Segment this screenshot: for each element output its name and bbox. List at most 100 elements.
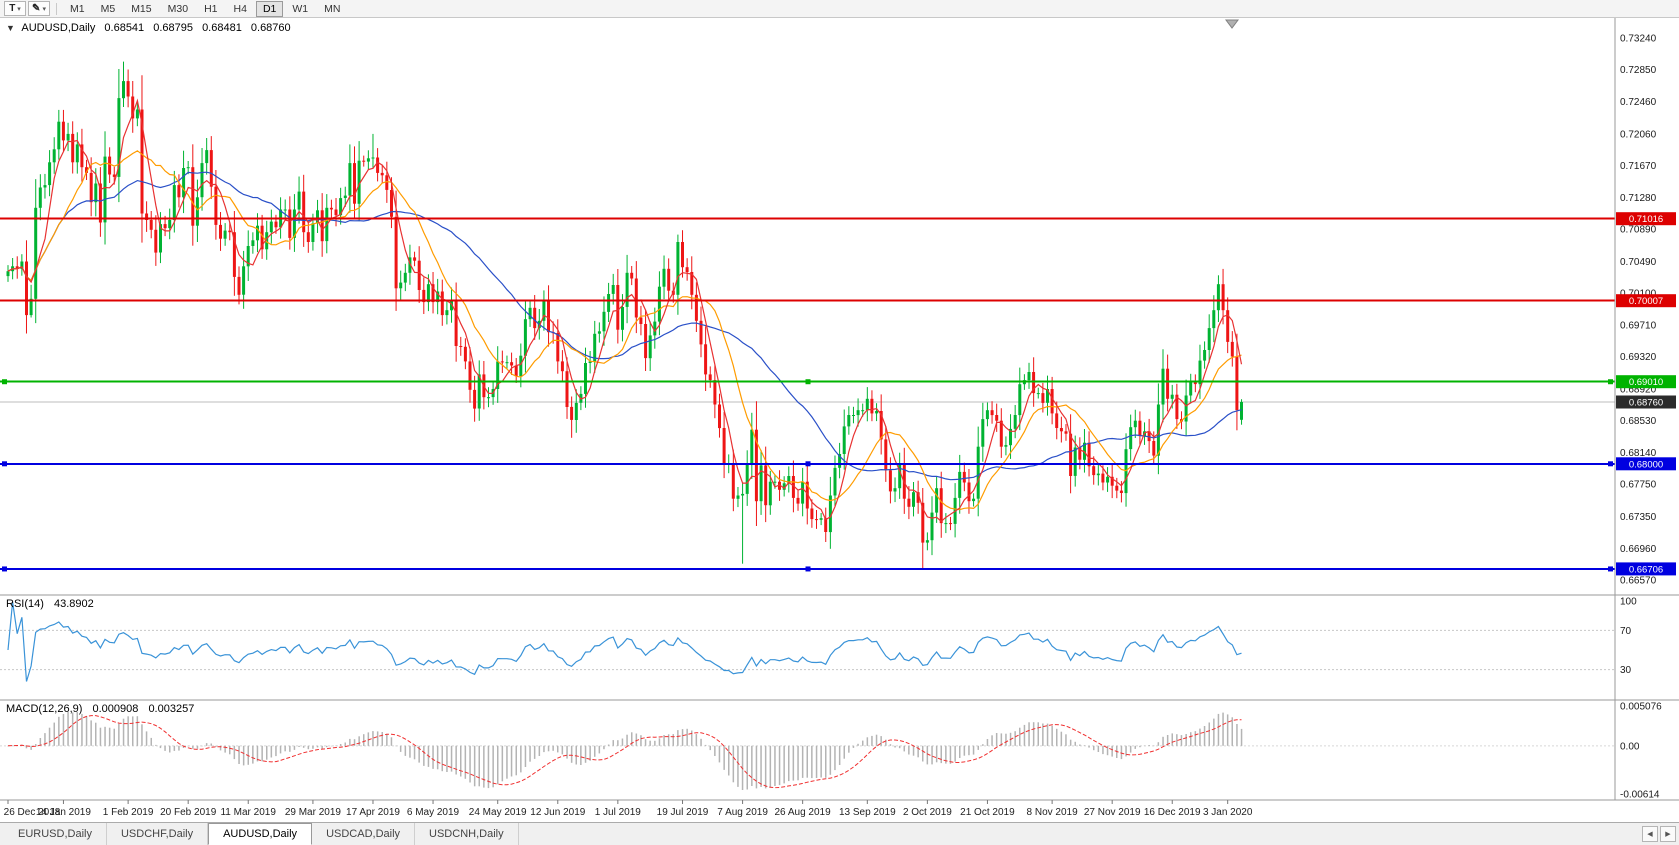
svg-text:19 Jul 2019: 19 Jul 2019 — [657, 807, 709, 818]
rsi-line — [7, 601, 1242, 682]
timeframe-button-h4[interactable]: H4 — [233, 2, 247, 15]
macd-title: MACD(12,26,9) — [6, 703, 83, 715]
rsi-title: RSI(14) — [6, 598, 44, 610]
svg-text:0.68760: 0.68760 — [1629, 398, 1663, 409]
svg-text:11 Mar 2019: 11 Mar 2019 — [220, 807, 276, 818]
svg-text:26 Dec 2018: 26 Dec 2018 — [4, 807, 61, 818]
price-badge: 0.68760 — [1616, 395, 1676, 409]
svg-text:1 Jul 2019: 1 Jul 2019 — [595, 807, 642, 818]
svg-text:7 Aug 2019: 7 Aug 2019 — [717, 807, 768, 818]
ma-line-34 — [7, 171, 1242, 481]
svg-text:16 Dec 2019: 16 Dec 2019 — [1144, 807, 1201, 818]
tab-scroll-left-button[interactable]: ◀ — [1642, 826, 1658, 842]
timeframe-button-m5[interactable]: M5 — [100, 2, 116, 15]
timeframe-button-h1[interactable]: H1 — [204, 2, 218, 15]
macd-histogram — [7, 711, 1243, 790]
chart-canvas[interactable]: 0.73240 0.72850 0.72460 0.72060 0.71670 0.712… — [0, 18, 1679, 822]
price-badge: 0.70007 — [1616, 294, 1676, 308]
svg-text:26 Aug 2019: 26 Aug 2019 — [775, 807, 832, 818]
collapse-chart-icon[interactable]: ▼ — [6, 23, 15, 33]
svg-text:0.71280: 0.71280 — [1620, 193, 1657, 204]
ohlc-close: 0.68760 — [250, 22, 291, 34]
timeframe-button-mn[interactable]: MN — [324, 2, 341, 15]
price-axis-labels[interactable]: 0.73240 0.72850 0.72460 0.72060 0.71670 0.712… — [1620, 34, 1657, 587]
svg-text:2 Oct 2019: 2 Oct 2019 — [903, 807, 952, 818]
chart-shift-marker[interactable] — [1225, 19, 1239, 29]
svg-text:0.70890: 0.70890 — [1620, 225, 1657, 236]
line-handle[interactable] — [2, 566, 7, 572]
svg-text:0.68140: 0.68140 — [1620, 448, 1657, 459]
ohlc-low: 0.68481 — [202, 22, 242, 34]
timeframe-button-w1[interactable]: W1 — [292, 2, 309, 15]
text-tool-button[interactable]: T ▾ — [4, 1, 26, 16]
macd-axis-label: 0.00 — [1620, 741, 1640, 752]
svg-text:0.72060: 0.72060 — [1620, 129, 1657, 140]
price-badge: 0.68000 — [1616, 457, 1676, 471]
svg-text:0.73240: 0.73240 — [1620, 34, 1657, 45]
rsi-axis-label: 30 — [1620, 665, 1632, 676]
svg-text:0.66706: 0.66706 — [1629, 564, 1663, 575]
tab-eurusd[interactable]: EURUSD,Daily — [4, 823, 107, 845]
line-handle[interactable] — [805, 566, 811, 572]
svg-text:17 Apr 2019: 17 Apr 2019 — [346, 807, 400, 818]
rsi-axis-label: 100 — [1620, 597, 1637, 608]
ohlc-high: 0.68795 — [153, 22, 193, 34]
svg-text:0.71016: 0.71016 — [1629, 214, 1663, 225]
svg-text:3 Jan 2020: 3 Jan 2020 — [1203, 807, 1253, 818]
svg-text:0.69010: 0.69010 — [1629, 377, 1663, 388]
svg-text:0.72850: 0.72850 — [1620, 65, 1657, 76]
draw-tool-button[interactable]: ✎ ▾ — [28, 1, 50, 16]
svg-text:6 May 2019: 6 May 2019 — [407, 807, 460, 818]
symbol-tab-bar: EURUSD,Daily USDCHF,Daily AUDUSD,Daily USDC… — [0, 822, 1679, 845]
svg-text:0.67350: 0.67350 — [1620, 512, 1657, 523]
svg-text:8 Nov 2019: 8 Nov 2019 — [1027, 807, 1079, 818]
timeframe-button-m15[interactable]: M15 — [131, 2, 152, 15]
tab-scroll-controls: ◀ ▶ — [1640, 826, 1676, 842]
price-badge: 0.69010 — [1616, 375, 1676, 389]
price-badge: 0.71016 — [1616, 212, 1676, 226]
line-handle[interactable] — [805, 379, 811, 385]
svg-text:0.70007: 0.70007 — [1629, 296, 1663, 307]
rsi-pane-label: RSI(14) 43.8902 — [6, 598, 101, 610]
line-handle[interactable] — [1608, 461, 1613, 467]
svg-text:29 Mar 2019: 29 Mar 2019 — [285, 807, 342, 818]
symbol-tabs: EURUSD,Daily USDCHF,Daily AUDUSD,Daily USDC… — [0, 823, 519, 845]
svg-text:27 Nov 2019: 27 Nov 2019 — [1084, 807, 1141, 818]
ohlc-open: 0.68541 — [104, 22, 145, 34]
svg-text:0.68530: 0.68530 — [1620, 416, 1657, 427]
timeframe-button-m30[interactable]: M30 — [167, 2, 189, 15]
draw-tool-icon: ✎ — [32, 3, 41, 14]
line-handle[interactable] — [2, 461, 7, 467]
timeframe-button-d1[interactable]: D1 — [255, 0, 284, 17]
svg-text:0.68000: 0.68000 — [1629, 459, 1663, 470]
tab-usdcnh[interactable]: USDCNH,Daily — [415, 823, 519, 845]
chevron-down-icon: ▾ — [17, 5, 21, 13]
svg-text:0.67750: 0.67750 — [1620, 480, 1657, 491]
svg-text:0.71670: 0.71670 — [1620, 161, 1657, 172]
svg-text:24 May 2019: 24 May 2019 — [469, 807, 527, 818]
top-toolbar: T ▾ ✎ ▾ M1 M5 M15 M30 H1 H4 D1 W1 MN — [0, 0, 1679, 18]
tab-scroll-right-button[interactable]: ▶ — [1660, 826, 1676, 842]
line-handle[interactable] — [2, 379, 7, 385]
line-handle[interactable] — [805, 461, 811, 467]
price-badge: 0.66706 — [1616, 562, 1676, 576]
svg-text:1 Feb 2019: 1 Feb 2019 — [103, 807, 154, 818]
svg-text:0.72460: 0.72460 — [1620, 97, 1657, 108]
rsi-value: 43.8902 — [53, 598, 94, 610]
svg-text:20 Feb 2019: 20 Feb 2019 — [160, 807, 217, 818]
macd-pane-label: MACD(12,26,9) 0.000908 0.003257 — [6, 703, 201, 715]
tab-usdchf[interactable]: USDCHF,Daily — [106, 823, 209, 845]
candlestick-series[interactable] — [6, 61, 1244, 569]
tab-audusd[interactable]: AUDUSD,Daily — [208, 823, 313, 845]
macd-axis-label: -0.00614 — [1620, 790, 1660, 801]
chart-symbol-label: AUDUSD,Daily — [21, 22, 96, 34]
tab-usdcad[interactable]: USDCAD,Daily — [312, 823, 416, 845]
timeframe-button-m1[interactable]: M1 — [70, 2, 85, 15]
line-handle[interactable] — [1608, 566, 1613, 572]
svg-text:13 Sep 2019: 13 Sep 2019 — [839, 807, 896, 818]
line-handle[interactable] — [1608, 379, 1613, 385]
svg-text:14 Jan 2019: 14 Jan 2019 — [36, 807, 91, 818]
svg-text:0.69320: 0.69320 — [1620, 352, 1657, 363]
